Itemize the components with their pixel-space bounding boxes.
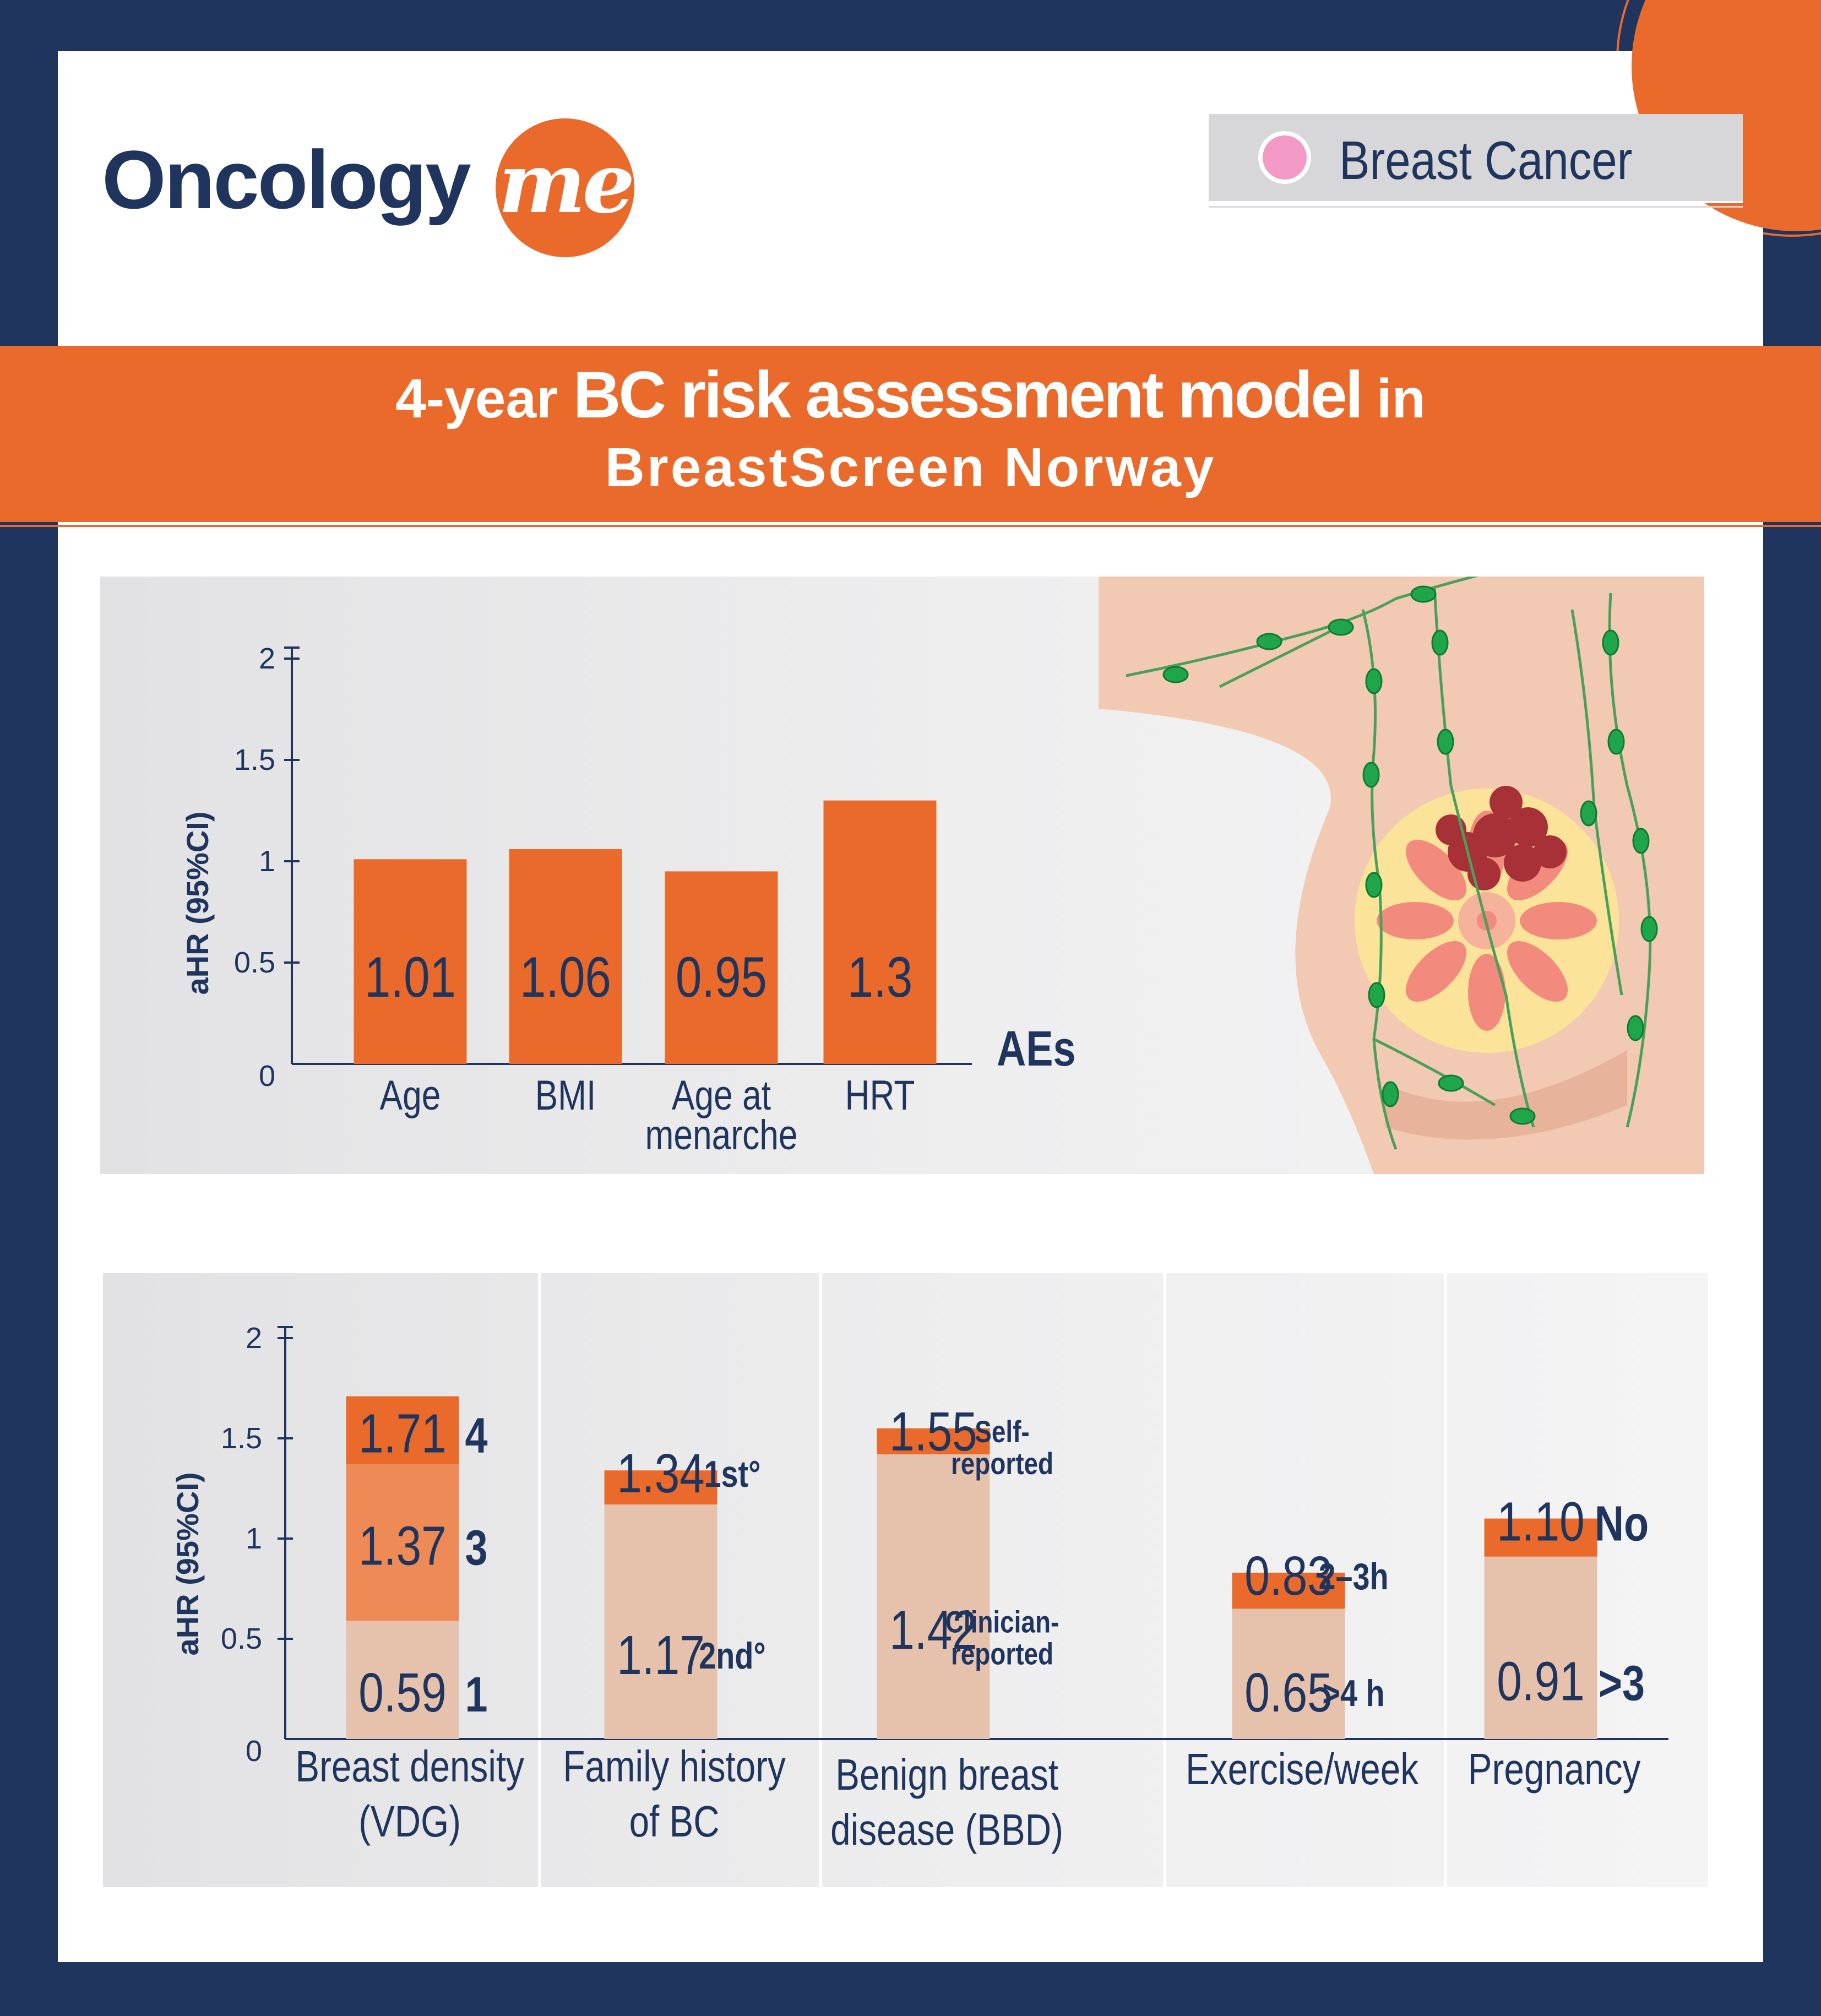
x-tick-label: Age	[380, 1072, 441, 1118]
brand-suffix: me	[498, 135, 635, 232]
page-title: 4-year BC risk assessment model in	[0, 357, 1821, 433]
segment-value-label: 1.34	[617, 1443, 705, 1505]
bar-segment	[1484, 1556, 1597, 1739]
title-part-1: 4-year	[395, 368, 573, 430]
y-tick-label: 1	[246, 1522, 262, 1555]
x-category-label: of BC	[629, 1797, 720, 1846]
bar-segment	[346, 1396, 459, 1465]
y-tick-label: 1	[259, 845, 275, 878]
segment-value-label: 1.71	[358, 1403, 447, 1465]
segment-category-label: No	[1595, 1497, 1649, 1552]
breast-fold	[1385, 1050, 1627, 1140]
segment-value-label: 1.55	[889, 1401, 977, 1463]
bar	[509, 849, 622, 1064]
segment-category-label: 3	[465, 1520, 487, 1575]
segment-category-label: reported	[951, 1446, 1053, 1480]
bar	[665, 871, 778, 1064]
bar-segment	[1484, 1518, 1597, 1557]
x-tick-label: HRT	[845, 1072, 915, 1118]
bar-value-label: 1.3	[847, 945, 913, 1009]
bar-segment	[877, 1428, 990, 1455]
segment-category-label: 2nd°	[699, 1635, 765, 1677]
title-part-3: in	[1361, 368, 1426, 430]
tumor-cluster	[1436, 786, 1567, 890]
brand-name: Oncology	[102, 133, 471, 226]
x-category-label: Exercise/week	[1186, 1745, 1418, 1794]
segment-value-label: 1.10	[1497, 1491, 1585, 1553]
bar-segment	[604, 1504, 717, 1739]
y-tick-label: 1.5	[234, 743, 275, 776]
bar	[823, 800, 937, 1064]
segment-category-label: 1st°	[704, 1454, 761, 1495]
bar-value-label: 0.95	[676, 945, 767, 1009]
title-part-2: BC risk assessment model	[573, 358, 1363, 432]
x-category-label: Family history	[563, 1742, 786, 1791]
topic-tag-label: Breast Cancer	[1339, 130, 1633, 191]
bar-value-label: 1.06	[520, 945, 611, 1009]
bar-segment	[1232, 1609, 1345, 1739]
title-banner	[0, 346, 1821, 522]
segment-value-label: 1.37	[358, 1515, 447, 1577]
x-axis-title: AEs	[997, 1021, 1076, 1077]
x-category-label: Breast density	[295, 1742, 524, 1791]
bar-value-label: 1.01	[365, 945, 456, 1009]
page-subtitle: BreastScreen Norway	[605, 437, 1216, 498]
segment-category-label: 1	[465, 1667, 487, 1722]
brand-circle-icon	[496, 118, 634, 257]
title-banner-underline	[0, 525, 1821, 527]
y-tick-label: 0	[246, 1735, 262, 1768]
segment-category-label: >3	[1599, 1656, 1645, 1711]
bar	[354, 859, 467, 1064]
x-category-label: Pregnancy	[1468, 1745, 1641, 1794]
bar-segment	[1232, 1572, 1345, 1609]
segment-value-label: 0.59	[358, 1662, 447, 1724]
topic-tag-underline	[1209, 206, 1743, 208]
x-tick-label: Age at	[672, 1072, 771, 1118]
x-tick-label: menarche	[645, 1111, 797, 1158]
y-tick-label: 0	[259, 1059, 275, 1093]
y-tick-label: 1.5	[221, 1422, 262, 1455]
x-category-label: (VDG)	[358, 1797, 461, 1846]
bar-segment	[877, 1454, 990, 1739]
lymph-nodes	[1162, 585, 1658, 1125]
y-tick-label: 2	[259, 642, 275, 675]
segment-value-label: 0.83	[1244, 1545, 1333, 1607]
segment-value-label: 0.91	[1497, 1651, 1585, 1713]
pink-dot-icon	[1263, 135, 1307, 180]
segment-value-label: 1.42	[889, 1600, 977, 1661]
y-tick-label: 0.5	[221, 1622, 262, 1655]
y-axis-title: aHR (95%CI)	[180, 812, 215, 995]
segment-category-label: Self-	[975, 1414, 1029, 1448]
bar-segment	[346, 1464, 459, 1621]
y-tick-label: 2	[246, 1322, 262, 1355]
segment-category-label: Clinician-	[945, 1605, 1059, 1639]
breast-illustration	[1099, 577, 1704, 1174]
bar-segment	[346, 1621, 459, 1739]
segment-category-label: 4	[465, 1409, 487, 1464]
x-category-label: disease (BBD)	[830, 1805, 1063, 1855]
y-axis-title: aHR (95%CI)	[170, 1472, 205, 1656]
segment-value-label: 1.17	[617, 1624, 705, 1686]
segment-category-label: 2–3h	[1318, 1556, 1388, 1597]
x-category-label: Benign breast	[835, 1750, 1058, 1800]
segment-category-label: reported	[951, 1637, 1053, 1671]
bar-segment	[604, 1470, 717, 1505]
segment-category-label: >4 h	[1322, 1673, 1384, 1714]
y-tick-label: 0.5	[234, 946, 275, 979]
x-tick-label: BMI	[535, 1072, 596, 1118]
segment-value-label: 0.65	[1244, 1662, 1333, 1724]
